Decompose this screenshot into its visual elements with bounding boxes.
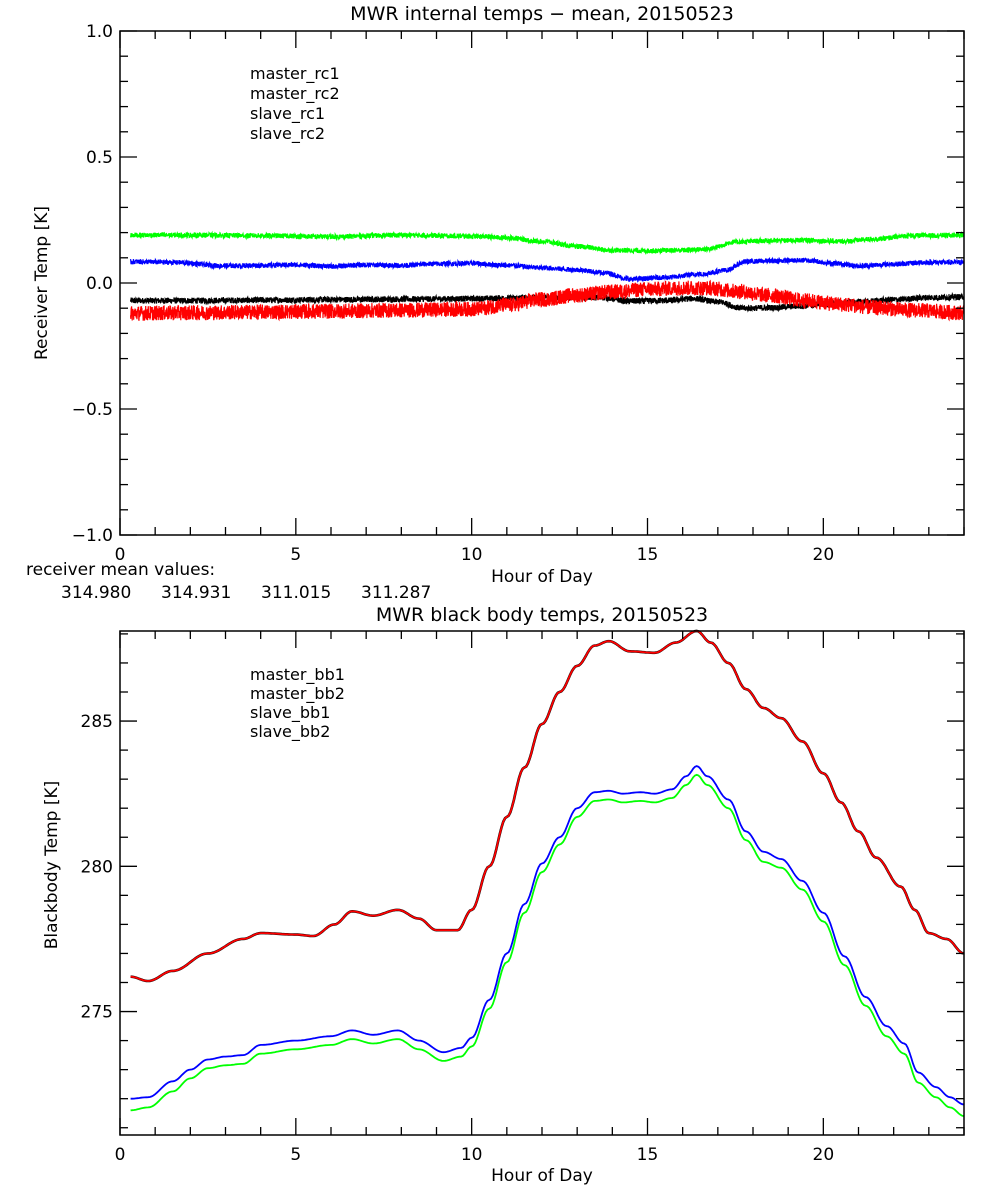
series-line-slave_rc2 xyxy=(130,230,965,256)
x-tick-label: 20 xyxy=(813,1145,835,1165)
receiver-temp-chart: MWR internal temps − mean, 20150523 0 5 10… xyxy=(26,3,965,603)
x-tick-label: 20 xyxy=(813,545,835,565)
receiver-mean-value: 314.980 xyxy=(61,583,131,603)
x-tick-label: 15 xyxy=(637,1145,659,1165)
series-line-master_bb2 xyxy=(130,630,965,982)
legend: master_bb1 master_bb2 slave_bb1 slave_bb… xyxy=(250,665,345,742)
x-tick-label: 15 xyxy=(637,545,659,565)
legend-entry: master_rc1 xyxy=(250,64,340,84)
x-tick-label: 0 xyxy=(115,545,126,565)
y-axis-label: Receiver Temp [K] xyxy=(32,206,52,360)
legend-entry: slave_rc1 xyxy=(250,104,325,124)
legend-entry: master_rc2 xyxy=(250,84,340,104)
receiver-mean-value: 311.287 xyxy=(361,583,431,603)
plot-frame xyxy=(119,30,965,536)
chart-title: MWR internal temps − mean, 20150523 xyxy=(350,3,734,25)
series-line-slave_bb1 xyxy=(130,765,965,1106)
x-axis-label: Hour of Day xyxy=(491,567,593,587)
legend-entry: master_bb1 xyxy=(250,665,345,685)
receiver-mean-value: 314.931 xyxy=(161,583,231,603)
legend: master_rc1 master_rc2 slave_rc1 slave_rc… xyxy=(250,64,340,144)
y-tick-label: −0.5 xyxy=(72,400,113,420)
y-tick-label: 0.5 xyxy=(86,148,113,168)
y-tick-label: 280 xyxy=(81,857,113,877)
y-tick-label: 1.0 xyxy=(86,22,113,42)
y-tick-label: 0.0 xyxy=(86,274,113,294)
y-tick-label: −1.0 xyxy=(72,526,113,546)
plot-area xyxy=(130,230,965,322)
receiver-mean-label: receiver mean values: xyxy=(26,560,215,580)
blackbody-temp-chart: MWR black body temps, 20150523 0 5 10 15 20 2… xyxy=(42,604,965,1186)
legend-entry: slave_bb2 xyxy=(250,722,330,742)
y-tick-label: 285 xyxy=(81,712,113,732)
axis-ticks: 0 5 10 15 20 275 280 285 xyxy=(81,631,965,1165)
legend-entry: slave_rc2 xyxy=(250,124,325,144)
series-line-slave_bb2 xyxy=(130,773,965,1117)
receiver-mean-value: 311.015 xyxy=(261,583,331,603)
x-tick-label: 10 xyxy=(461,545,483,565)
axis-ticks: 0 5 10 15 20 −1.0 −0.5 0.0 0.5 1.0 xyxy=(72,22,965,565)
legend-entry: master_bb2 xyxy=(250,684,345,704)
x-tick-label: 5 xyxy=(290,1145,301,1165)
chart-title: MWR black body temps, 20150523 xyxy=(376,604,708,626)
x-tick-label: 5 xyxy=(290,545,301,565)
plot-area xyxy=(130,629,965,1117)
y-axis-label: Blackbody Temp [K] xyxy=(42,781,62,950)
x-tick-label: 10 xyxy=(461,1145,483,1165)
x-axis-label: Hour of Day xyxy=(491,1166,593,1186)
y-tick-label: 275 xyxy=(81,1003,113,1023)
legend-entry: slave_bb1 xyxy=(250,703,330,723)
series-line-master_rc2 xyxy=(130,279,965,322)
series-line-slave_rc1 xyxy=(130,256,965,283)
plot-frame xyxy=(119,630,965,1136)
x-tick-label: 0 xyxy=(115,1145,126,1165)
